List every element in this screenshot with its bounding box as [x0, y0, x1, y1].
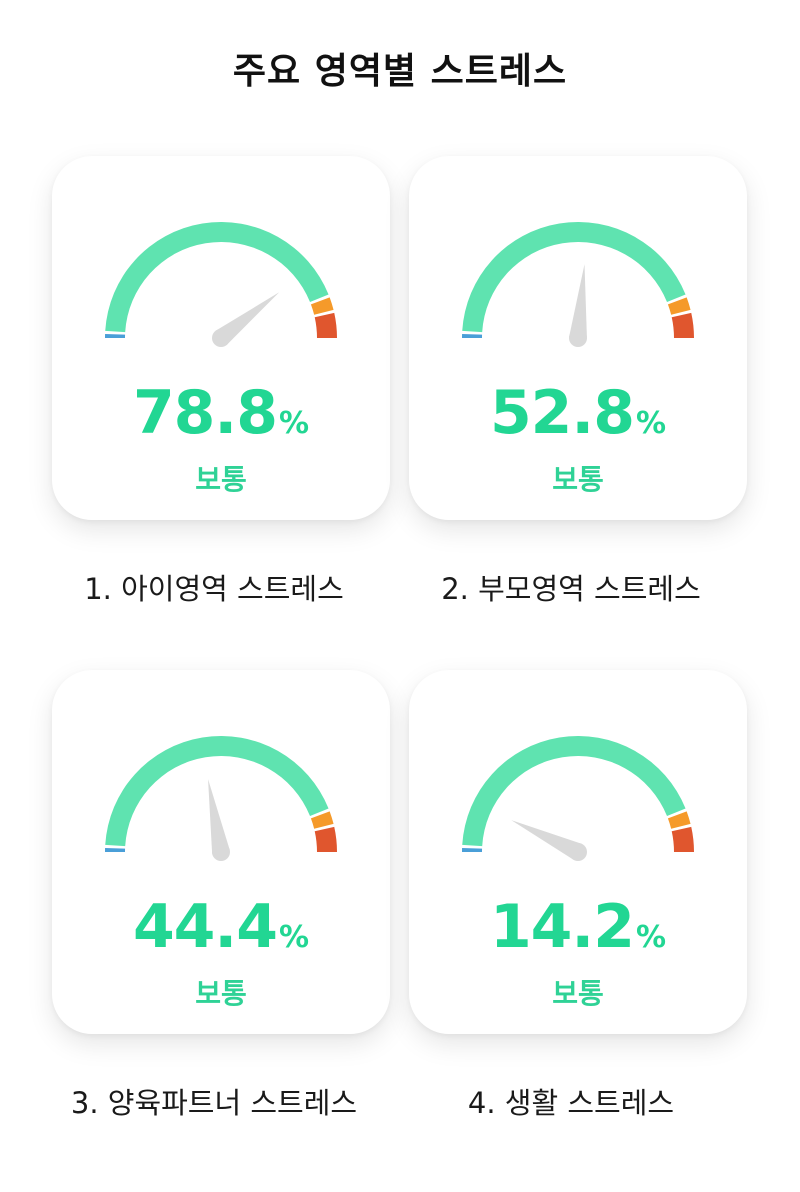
value-unit: % — [635, 406, 667, 441]
gauge-segment-normal — [462, 736, 686, 847]
status-text: 보통 — [552, 977, 604, 1010]
gauge-segment-normal — [105, 222, 329, 333]
stress-value: 14.2% — [409, 892, 747, 962]
gauge-segment-warning — [310, 297, 334, 315]
page-title: 주요 영역별 스트레스 — [232, 51, 568, 92]
gauge-segment-warning — [667, 811, 691, 829]
gauge-needle — [208, 779, 230, 861]
card-label: 2. 부모영역 스트레스 — [441, 572, 701, 606]
gauge-chart — [462, 736, 694, 861]
value-number: 14.2 — [489, 892, 635, 962]
gauge-segment-normal — [462, 222, 686, 333]
value-unit: % — [278, 920, 310, 955]
gauge-needle — [511, 820, 587, 861]
value-number: 78.8 — [132, 378, 278, 448]
value-number: 52.8 — [489, 378, 635, 448]
gauge-segment-high — [671, 312, 694, 338]
gauge-card[interactable]: 52.8% 보통 — [409, 156, 747, 520]
gauge-card[interactable]: 14.2% 보통 — [409, 670, 747, 1034]
stress-value: 78.8% — [52, 378, 390, 448]
status-text: 보통 — [195, 463, 247, 496]
value-number: 44.4 — [132, 892, 278, 962]
gauge-segment-low — [462, 333, 483, 338]
value-unit: % — [635, 920, 667, 955]
card-label: 1. 아이영역 스트레스 — [84, 572, 344, 606]
card-label: 3. 양육파트너 스트레스 — [70, 1086, 358, 1120]
gauge-card[interactable]: 78.8% 보통 — [52, 156, 390, 520]
gauge-chart — [462, 222, 694, 347]
status-text: 보통 — [195, 977, 247, 1010]
status-text: 보통 — [552, 463, 604, 496]
gauge-segment-warning — [667, 297, 691, 315]
gauge-chart — [105, 736, 337, 861]
card-label: 4. 생활 스트레스 — [467, 1086, 675, 1120]
gauge-card[interactable]: 44.4% 보통 — [52, 670, 390, 1034]
gauge-chart — [105, 222, 337, 347]
gauge-segment-high — [314, 826, 337, 852]
stress-value: 44.4% — [52, 892, 390, 962]
gauge-needle — [212, 292, 280, 347]
gauge-segment-low — [105, 333, 126, 338]
gauge-segment-high — [671, 826, 694, 852]
gauge-segment-low — [105, 847, 126, 852]
gauge-segment-warning — [310, 811, 334, 829]
stress-value: 52.8% — [409, 378, 747, 448]
gauge-needle — [569, 264, 587, 347]
gauge-segment-high — [314, 312, 337, 338]
gauge-segment-normal — [105, 736, 329, 847]
value-unit: % — [278, 406, 310, 441]
gauge-segment-low — [462, 847, 483, 852]
